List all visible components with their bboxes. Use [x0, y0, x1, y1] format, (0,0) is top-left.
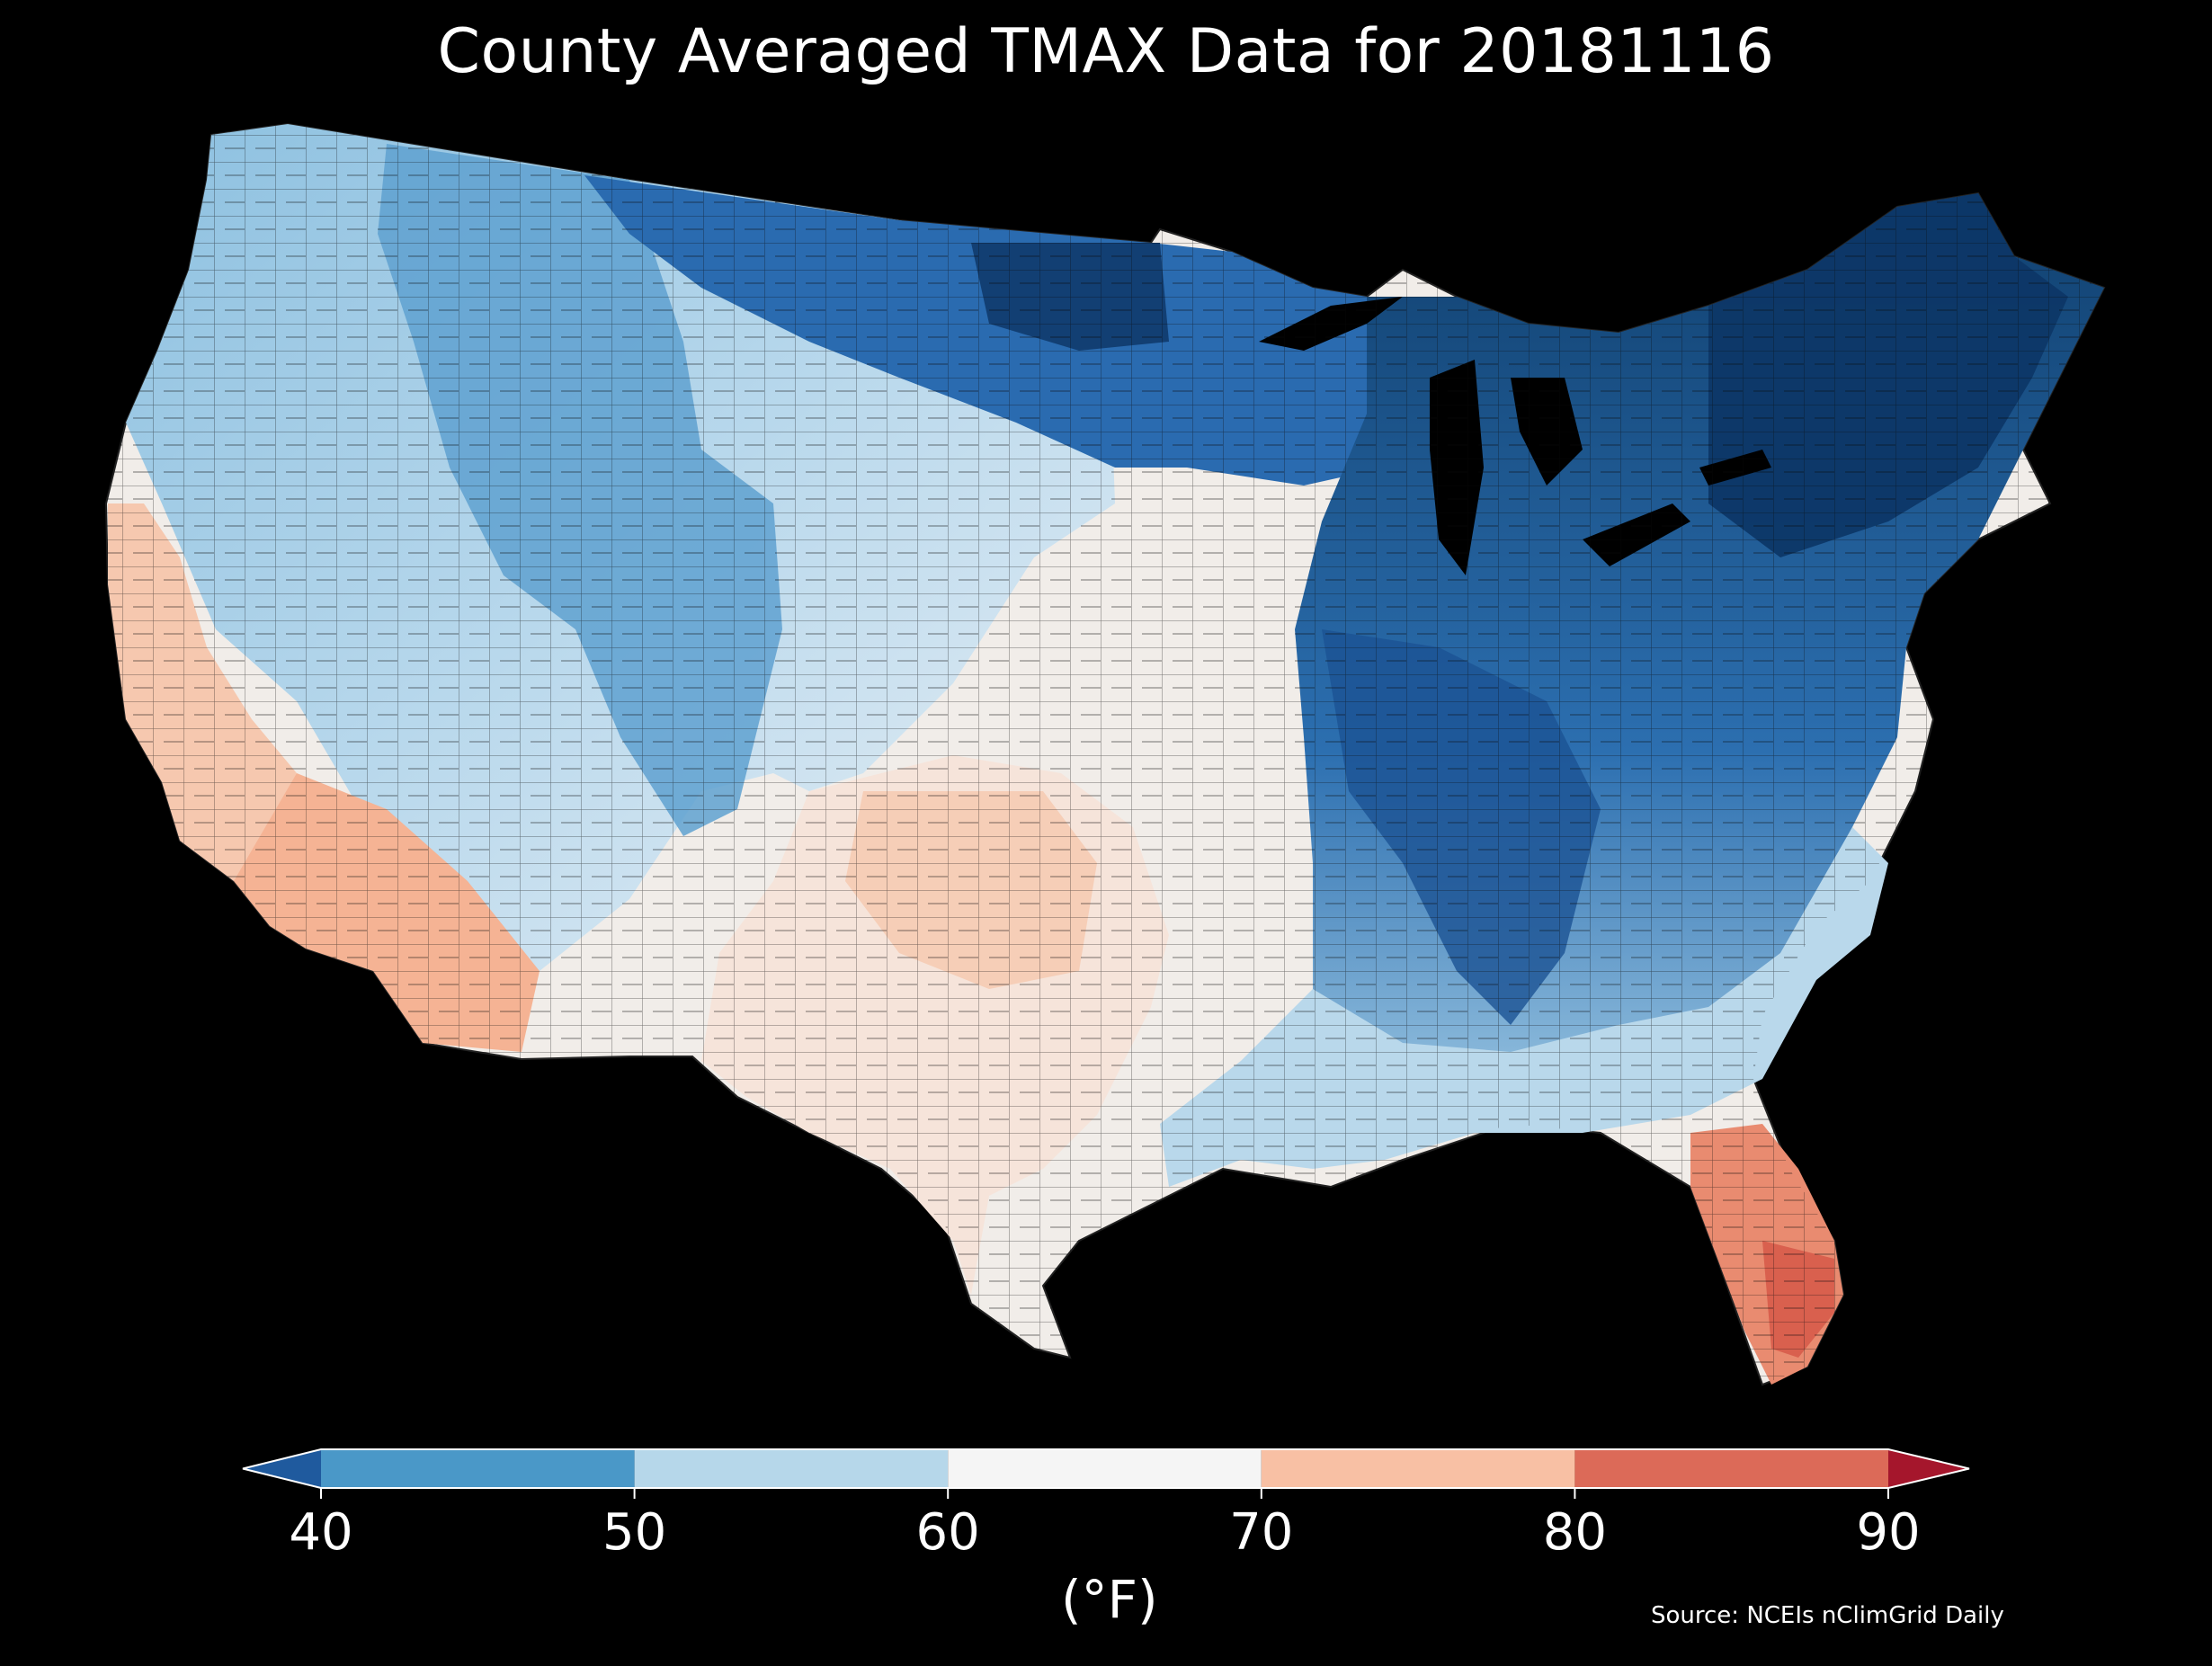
colorbar-bin-70-80: [1261, 1449, 1575, 1488]
colorbar-extend-low: [243, 1449, 321, 1488]
colorbar-tick-label: 60: [915, 1503, 980, 1562]
source-note: Source: NCEIs nClimGrid Daily: [1651, 1602, 2004, 1629]
colorbar-label: (°F): [1061, 1569, 1158, 1630]
colorbar-tick-label: 40: [289, 1503, 353, 1562]
colorbar-tick-label: 80: [1542, 1503, 1608, 1562]
colorbar-tick-label: 70: [1229, 1503, 1294, 1562]
colorbar-bin-50-60: [634, 1449, 949, 1488]
colorbar-bin-80-90: [1574, 1449, 1888, 1488]
colorbar-bin-40-50: [321, 1449, 635, 1488]
colorbar-tick-label: 90: [1856, 1503, 1921, 1562]
colorbar-tick-label: 50: [602, 1503, 667, 1562]
colorbar-bin-60-70: [948, 1449, 1262, 1488]
map-title: County Averaged TMAX Data for 20181116: [437, 16, 1775, 87]
colorbar-extend-high: [1888, 1449, 1969, 1488]
